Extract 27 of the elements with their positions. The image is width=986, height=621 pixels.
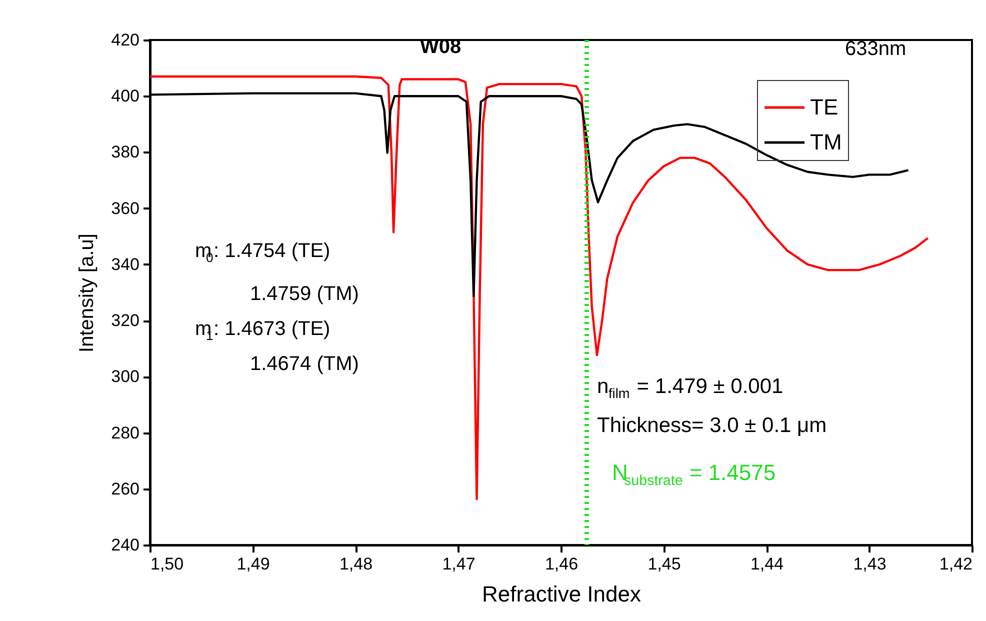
x-tick-label: 1,46 [544, 554, 578, 574]
x-tick-label: 1,44 [750, 554, 784, 574]
x-tick-label: 1,50 [150, 554, 184, 574]
y-tick-label: 320 [111, 311, 140, 330]
annotation: 1.4759 (TM) [250, 283, 359, 305]
annotation: Thickness= 3.0 ± 0.1 μm [597, 414, 827, 437]
y-axis-title: Intensity [a.u] [76, 234, 98, 352]
y-tick-label: 400 [111, 86, 140, 106]
legend-label: TE [810, 94, 838, 120]
y-tick-label: 380 [111, 142, 140, 162]
x-tick-label: 1,45 [648, 554, 681, 574]
x-tick-label: 1,49 [236, 554, 270, 574]
y-tick-label: 260 [111, 479, 140, 498]
y-tick-label: 340 [111, 254, 140, 274]
annotation: 633nm [845, 38, 906, 60]
x-tick-label: 1,47 [442, 554, 476, 574]
x-tick-label: 1,48 [339, 554, 373, 574]
x-tick-label: 1,42 [939, 554, 972, 574]
annotation: 1.4674 (TM) [250, 353, 359, 375]
x-axis-title: Refractive Index [482, 582, 641, 606]
y-tick-label: 300 [111, 367, 140, 386]
legend-label: TM [810, 130, 842, 154]
y-tick-label: 280 [111, 423, 140, 442]
x-tick-label: 1,43 [853, 554, 886, 574]
y-tick-label: 420 [111, 30, 140, 50]
y-tick-label: 360 [111, 198, 140, 218]
y-tick-label: 240 [111, 536, 140, 554]
